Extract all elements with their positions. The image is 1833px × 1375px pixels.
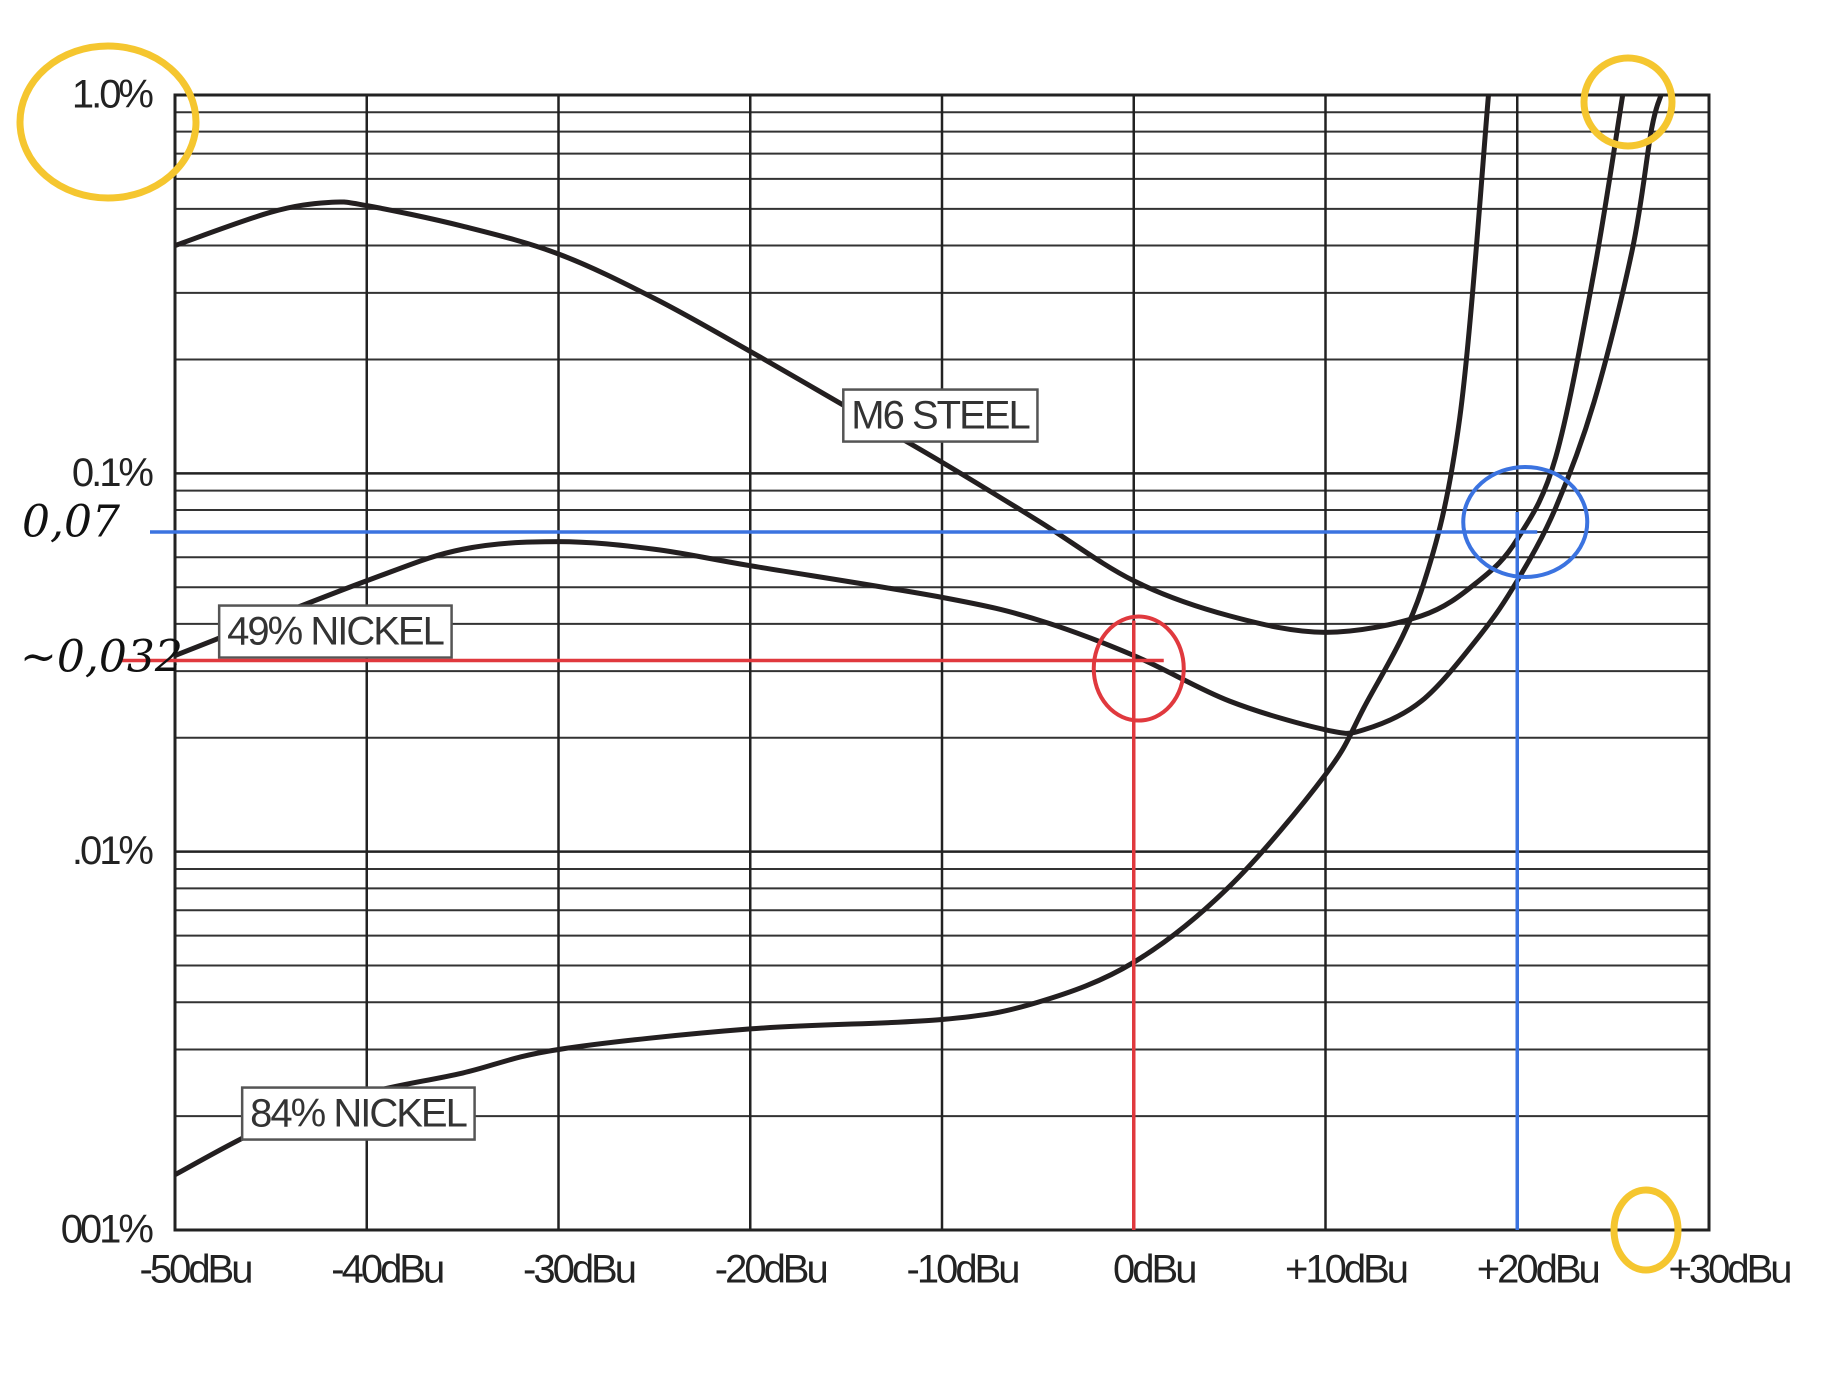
- x-tick-label: -50dBu: [140, 1248, 252, 1292]
- x-tick-label: +10dBu: [1285, 1248, 1407, 1292]
- x-tick-label: +20dBu: [1477, 1248, 1599, 1292]
- highlight-circle: [16, 42, 200, 202]
- series-label-box: [842, 388, 1039, 443]
- x-tick-label: -10dBu: [907, 1248, 1019, 1292]
- series-label: 84% NICKEL: [250, 1092, 466, 1136]
- x-tick-label: -30dBu: [523, 1248, 635, 1292]
- highlight-circles: [16, 42, 1682, 1274]
- y-tick-label: 1.0%: [72, 73, 154, 117]
- series-line: [173, 94, 1491, 1177]
- highlight-circle: [1610, 1186, 1682, 1274]
- annotation-label: ~0,032: [20, 632, 183, 683]
- plot-area: 001% .01% 0.1% 1.0% -50dBu -40dBu -30dBu -20dBu…: [20, 73, 1793, 1292]
- x-tick-label: 0dBu: [1113, 1248, 1195, 1292]
- series-label: 49% NICKEL: [227, 610, 443, 654]
- x-tick-label: +30dBu: [1668, 1248, 1790, 1292]
- plot-frame: [173, 93, 1711, 1232]
- y-tick-label: .01%: [72, 829, 154, 873]
- series-label-box: [240, 1086, 476, 1141]
- series-label: M6 STEEL: [851, 394, 1029, 438]
- series-label-box: [217, 604, 453, 659]
- annotation-circle: [1461, 464, 1590, 579]
- y-tick-label: 0.1%: [72, 451, 154, 495]
- annotation-label: 0,07: [22, 497, 120, 548]
- highlight-circle: [1580, 54, 1676, 150]
- y-tick-label: 001%: [61, 1208, 154, 1252]
- series-line: [174, 94, 1664, 736]
- annotation-circle: [1091, 614, 1186, 723]
- x-tick-label: -40dBu: [331, 1248, 443, 1292]
- x-tick-label: -20dBu: [715, 1248, 827, 1292]
- series-line: [174, 94, 1626, 635]
